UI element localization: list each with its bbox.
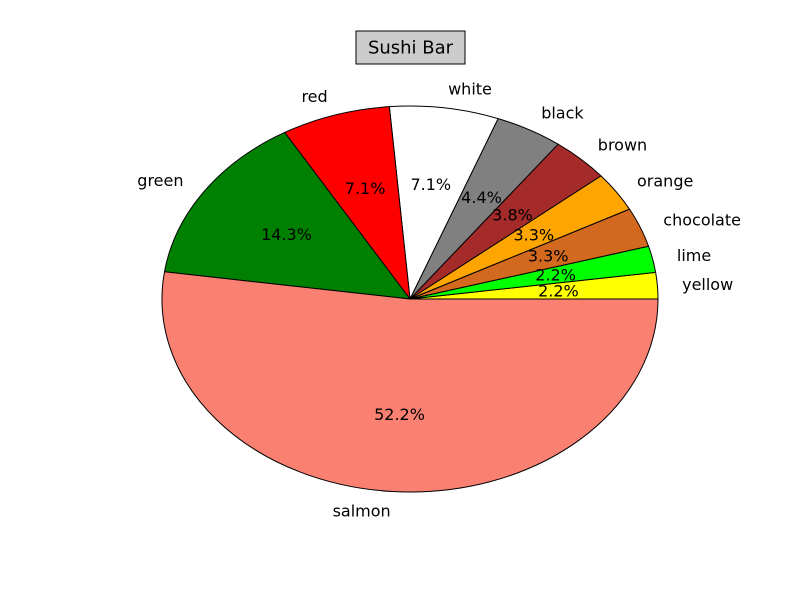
slice-label-green: green [137,171,183,190]
slice-label-salmon: salmon [333,501,391,520]
percent-label-salmon: 52.2% [374,405,425,424]
slice-label-brown: brown [598,136,647,155]
pie-slice-green [163,131,411,300]
slice-labels: yellow lime chocolate orange brown black white… [137,79,741,520]
percent-label-black: 4.4% [461,188,502,207]
percent-label-red: 7.1% [345,179,386,198]
percent-label-brown: 3.8% [492,206,533,225]
slice-label-black: black [541,103,584,122]
pie-slice-salmon [161,271,659,493]
chart-title: Sushi Bar [368,38,454,59]
percent-labels: 2.2%2.2%3.3%3.3%3.8%4.4%7.1%7.1%14.3%52.… [261,175,579,424]
percent-label-chocolate: 3.3% [528,247,569,266]
percent-label-yellow: 2.2% [538,282,579,301]
slice-label-white: white [448,79,492,98]
slice-label-red: red [301,87,327,106]
percent-label-green: 14.3% [261,225,312,244]
slice-label-lime: lime [677,246,711,265]
pie-slices [161,105,659,493]
pie-slice-white [388,105,499,300]
slice-label-chocolate: chocolate [663,211,741,230]
pie-slice-red [284,106,411,300]
slice-label-yellow: yellow [682,275,733,294]
percent-label-lime: 2.2% [535,266,576,285]
slice-label-orange: orange [637,172,693,191]
percent-label-white: 7.1% [410,175,451,194]
chart-title-box: Sushi Bar [355,30,466,65]
title-background [355,30,466,65]
percent-label-orange: 3.3% [513,225,554,244]
